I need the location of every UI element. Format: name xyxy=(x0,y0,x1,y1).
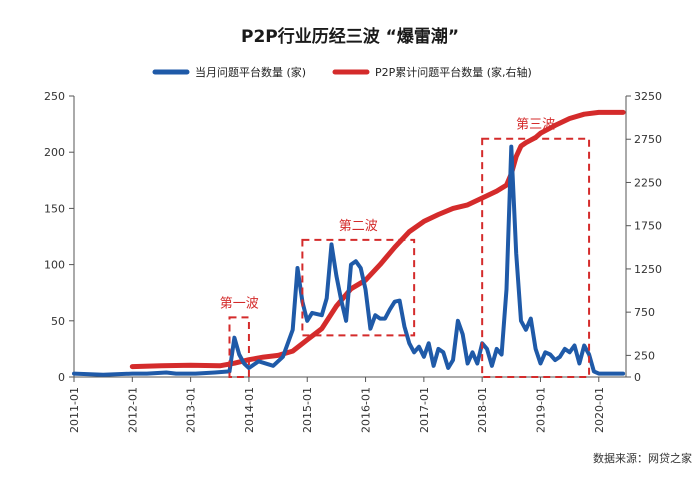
y-right-tick-label: 0 xyxy=(634,371,641,384)
x-tick-label: 2013-01 xyxy=(185,387,198,433)
y-right-tick-label: 250 xyxy=(634,349,655,362)
y-left-tick-label: 200 xyxy=(44,146,65,159)
x-tick-label: 2015-01 xyxy=(301,387,314,433)
x-tick-label: 2011-01 xyxy=(68,387,81,433)
y-left-tick-label: 150 xyxy=(44,202,65,215)
series-line-cumulative xyxy=(129,109,626,370)
x-tick-label: 2020-01 xyxy=(593,387,606,433)
y-right-tick-label: 750 xyxy=(634,306,655,319)
source-note: 数据来源：网贷之家 xyxy=(593,451,692,465)
series-line-monthly xyxy=(72,144,626,377)
wave-box-2 xyxy=(301,238,416,337)
y-right-tick-label: 3250 xyxy=(634,90,662,103)
x-tick-label: 2019-01 xyxy=(534,387,547,433)
y-right-tick-label: 2250 xyxy=(634,176,662,189)
wave-label-2: 第二波 xyxy=(339,219,378,234)
wave-label-1: 第一波 xyxy=(220,296,259,311)
y-left-tick-label: 250 xyxy=(44,90,65,103)
wave-box-1 xyxy=(228,316,250,379)
y-right-tick-label: 1750 xyxy=(634,220,662,233)
y-right-tick-label: 1250 xyxy=(634,263,662,276)
x-tick-label: 2016-01 xyxy=(360,387,373,433)
x-tick-label: 2012-01 xyxy=(126,387,139,433)
y-right-tick-label: 2750 xyxy=(634,133,662,146)
x-tick-label: 2017-01 xyxy=(418,387,431,433)
wave-box-3 xyxy=(481,137,591,378)
legend-label: P2P累计问题平台数量 (家,右轴) xyxy=(375,65,532,79)
y-left-tick-label: 100 xyxy=(44,259,65,272)
y-left-tick-label: 0 xyxy=(58,371,65,384)
y-left-tick-label: 50 xyxy=(51,315,65,328)
legend-label: 当月问题平台数量 (家) xyxy=(195,65,306,79)
x-tick-label: 2018-01 xyxy=(476,387,489,433)
wave-label-3: 第三波 xyxy=(516,118,555,133)
chart-title: P2P行业历经三波 “爆雷潮” xyxy=(241,26,459,47)
x-tick-label: 2014-01 xyxy=(243,387,256,433)
